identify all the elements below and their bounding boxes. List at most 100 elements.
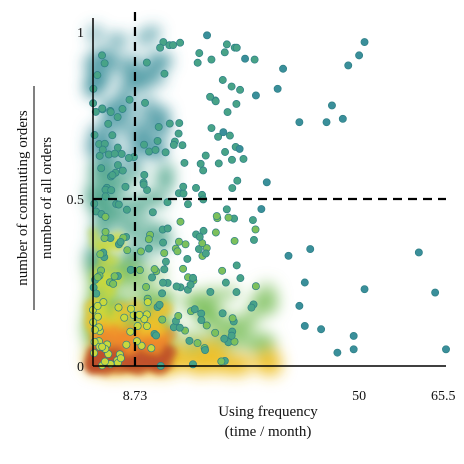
scatter-point (121, 182, 130, 191)
scatter-point (116, 238, 125, 246)
scatter-point (106, 108, 115, 117)
scatter-point (185, 336, 194, 345)
density-blob (183, 289, 206, 311)
scatter-point (91, 107, 100, 116)
y-axis-title-denominator: number of all orders (39, 137, 55, 259)
scatter-point (148, 273, 157, 282)
scatter-point (232, 43, 241, 52)
scatter-point (140, 140, 149, 149)
scatter-point (169, 41, 178, 50)
scatter-point (193, 58, 202, 67)
scatter-point (300, 321, 309, 330)
y-axis-title-numerator: number of commuting orders (15, 110, 31, 286)
scatter-point (90, 349, 99, 358)
scatter-point (178, 141, 187, 150)
scatter-point (140, 171, 149, 179)
scatter-point (184, 200, 192, 209)
scatter-point (206, 287, 215, 296)
scatter-point (233, 176, 242, 185)
scatter-point (93, 71, 102, 80)
scatter-point (180, 158, 189, 167)
scatter-point (360, 285, 369, 294)
scatter-point (117, 149, 126, 158)
scatter-point (192, 183, 200, 192)
density-blob (123, 111, 136, 124)
scatter-point (160, 69, 169, 78)
scatter-point (328, 101, 336, 110)
scatter-point (139, 180, 148, 189)
scatter-point (123, 246, 132, 255)
scatter-point (227, 82, 236, 91)
density-blob (244, 336, 263, 355)
scatter-point (122, 340, 131, 349)
scatter-point (228, 314, 237, 323)
scatter-point (141, 98, 149, 107)
x-tick-label: 50 (352, 389, 366, 404)
density-blob (145, 66, 159, 80)
scatter-point (257, 205, 266, 213)
scatter-point (175, 119, 184, 128)
y-axis-title: number of commuting orders number of all… (15, 86, 55, 310)
scatter-point (173, 247, 182, 256)
scatter-point (338, 114, 347, 123)
scatter-point (228, 155, 236, 164)
scatter-point (114, 303, 123, 312)
y-tick-label: 0.5 (67, 193, 85, 208)
scatter-point (212, 212, 221, 221)
scatter-point (127, 304, 135, 313)
scatter-point (158, 289, 167, 298)
scatter-point (442, 345, 450, 354)
scatter-point (222, 205, 231, 214)
scatter-point (158, 315, 167, 324)
scatter-point (360, 38, 369, 46)
density-blob (139, 106, 156, 123)
scatter-point (227, 331, 236, 340)
scatter-point (355, 51, 364, 60)
scatter-point (349, 345, 358, 354)
scatter-point (203, 31, 211, 40)
scatter-point (174, 312, 183, 320)
scatter-point (144, 235, 153, 244)
scatter-point (163, 198, 172, 207)
density-blob (152, 105, 172, 125)
density-blob (193, 354, 212, 372)
scatter-point (125, 95, 134, 104)
density-blob (126, 222, 141, 237)
scatter-point (207, 124, 216, 132)
scatter-point (179, 189, 188, 198)
scatter-point (232, 100, 241, 108)
x-axis-title-line2: (time / month) (225, 424, 312, 440)
scatter-point (126, 327, 135, 336)
y-tick-label: 1 (77, 26, 84, 41)
scatter-point (172, 282, 181, 291)
scatter-point (101, 357, 109, 366)
scatter-point (220, 48, 229, 57)
density-blob (133, 207, 152, 225)
scatter-point (262, 178, 271, 187)
scatter-point (248, 216, 257, 225)
scatter-point (159, 238, 168, 247)
scatter-point (190, 305, 199, 314)
scatter-point (239, 155, 248, 163)
scatter-point (175, 323, 184, 332)
y-tick-label: 0 (77, 360, 84, 375)
scatter-point (225, 131, 234, 140)
scatter-point (211, 97, 220, 106)
scatter-point (206, 92, 215, 101)
x-tick-labels: 8.73 50 65.5 (123, 389, 456, 404)
scatter-point (116, 354, 125, 363)
scatter-point (228, 184, 237, 192)
scatter-point (333, 348, 342, 357)
scatter-point (414, 248, 423, 257)
scatter-point (136, 247, 145, 256)
scatter-point (142, 283, 151, 291)
scatter-point (207, 55, 216, 64)
scatter-point (90, 131, 99, 139)
scatter-point (143, 322, 151, 331)
scatter-point (153, 136, 162, 145)
scatter-point (199, 166, 208, 175)
scatter-point (145, 147, 153, 156)
scatter-point (161, 148, 170, 157)
scatter-point (306, 245, 315, 254)
scatter-point (161, 257, 170, 266)
